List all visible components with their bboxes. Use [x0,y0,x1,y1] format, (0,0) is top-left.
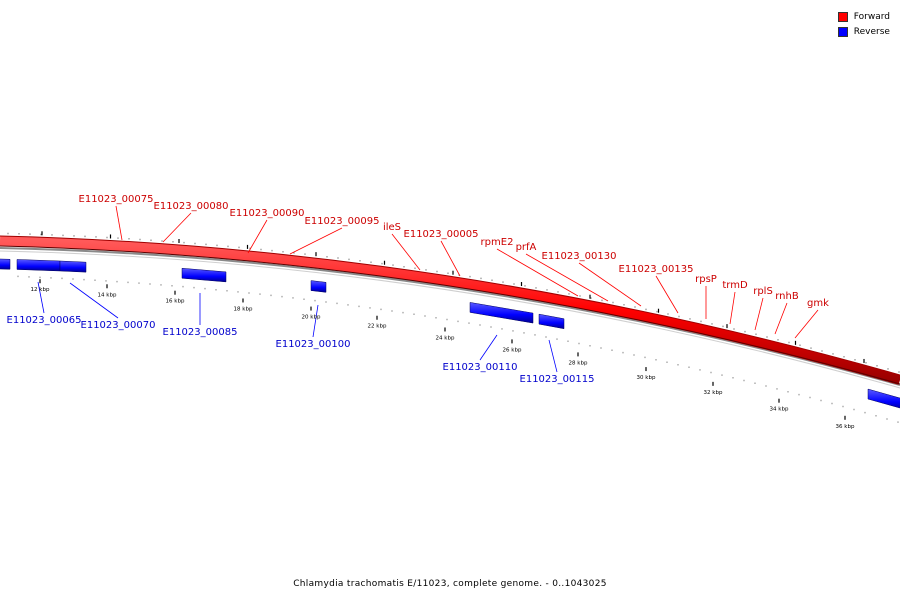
forward-gene-label-e11023-00090[interactable]: E11023_00090 [230,208,305,219]
reverse-gene-label-e11023-00100[interactable]: E11023_00100 [276,339,351,350]
forward-connector [115,205,123,241]
kbp-label: 12 kbp [31,287,50,293]
reverse-connector [548,339,558,373]
forward-gene-label-rpme2[interactable]: rpmE2 [481,237,514,248]
legend-swatch-reverse [837,26,848,37]
reverse-gene-label-e11023-00065[interactable]: E11023_00065 [7,315,82,326]
reverse-feature-block[interactable] [310,280,327,293]
reverse-feature-block[interactable] [867,388,900,410]
reverse-gene-label-e11023-00085[interactable]: E11023_00085 [163,327,238,338]
legend-label-reverse: Reverse [853,26,890,37]
forward-connector [525,253,609,302]
reverse-feature-block[interactable] [181,267,227,283]
kbp-label: 14 kbp [98,292,117,298]
forward-gene-label-trmd[interactable]: trmD [722,280,748,291]
forward-connector [162,212,192,243]
kbp-label: 34 kbp [770,407,789,413]
legend-item-reverse: Reverse [837,24,890,39]
forward-gene-label-e11023-00135[interactable]: E11023_00135 [619,264,694,275]
reverse-feature-block[interactable] [59,260,87,273]
forward-gene-label-iles[interactable]: ileS [383,222,401,233]
kbp-label: 28 kbp [569,360,588,366]
reverse-connector [479,334,498,361]
ruler-ticks [7,231,900,423]
forward-gene-label-e11023-00075[interactable]: E11023_00075 [79,194,154,205]
reverse-feature-block[interactable] [16,259,61,272]
legend-swatch-forward [837,11,848,22]
map-caption: Chlamydia trachomatis E/11023, complete … [293,579,607,589]
feature-labels: E11023_00075E11023_00080E11023_00090E110… [7,194,830,385]
kbp-label: 18 kbp [234,306,253,312]
kbp-label: 32 kbp [704,390,723,396]
reverse-features [0,258,900,410]
forward-gene-label-gmk[interactable]: gmk [807,298,829,309]
forward-gene-label-e11023-00005[interactable]: E11023_00005 [404,229,479,240]
forward-connector [440,240,461,277]
kbp-label: 24 kbp [436,335,455,341]
kbp-label: 30 kbp [637,375,656,381]
reverse-gene-label-e11023-00115[interactable]: E11023_00115 [520,374,595,385]
kbp-label: 16 kbp [166,299,185,305]
forward-gene-label-rpls[interactable]: rplS [753,286,773,297]
forward-connector [774,302,788,335]
reverse-connector [312,304,319,338]
forward-gene-label-rpsp[interactable]: rpsP [695,274,717,285]
forward-connector [247,219,268,254]
forward-connector [496,248,579,297]
reverse-connector [37,281,45,314]
reverse-feature-block[interactable] [469,302,534,324]
forward-gene-label-e11023-00130[interactable]: E11023_00130 [542,251,617,262]
kbp-label: 36 kbp [836,424,855,430]
reverse-connector [69,282,119,319]
label-connectors [37,205,819,373]
forward-connector [729,291,736,325]
forward-connector [754,297,764,331]
forward-connector [289,227,343,255]
reverse-gene-label-e11023-00070[interactable]: E11023_00070 [81,320,156,331]
legend-label-forward: Forward [853,11,890,22]
reverse-feature-block[interactable] [538,313,565,330]
forward-strand-band [0,236,900,385]
genome-backbone [0,235,900,389]
forward-gene-label-prfa[interactable]: prfA [516,242,537,253]
reverse-gene-label-e11023-00110[interactable]: E11023_00110 [443,362,518,373]
forward-connector [391,233,421,271]
kbp-label: 26 kbp [503,347,522,353]
forward-connector [655,275,679,314]
forward-gene-label-rnhb[interactable]: rnhB [775,291,799,302]
legend: Forward Reverse [837,9,890,39]
forward-gene-label-e11023-00095[interactable]: E11023_00095 [305,216,380,227]
reverse-feature-block[interactable] [0,258,11,270]
forward-connector [578,262,642,307]
legend-item-forward: Forward [837,9,890,24]
forward-connector [794,309,819,339]
kbp-label: 22 kbp [368,324,387,330]
kbp-label: 20 kbp [302,315,321,321]
forward-gene-label-e11023-00080[interactable]: E11023_00080 [154,201,229,212]
kbp-labels: 12 kbp 14 kbp 16 kbp 18 kbp 20 kbp 22 kbp 24 k… [31,279,855,430]
